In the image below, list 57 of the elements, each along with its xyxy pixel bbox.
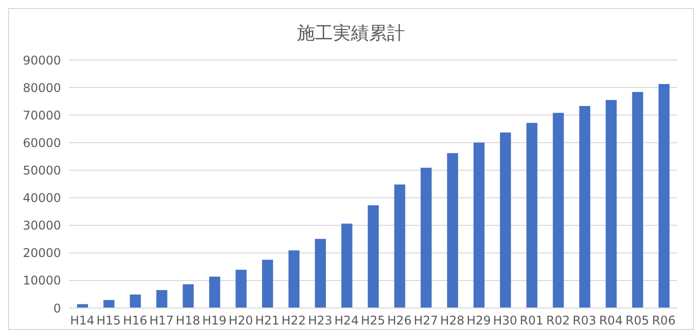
bar: [474, 142, 485, 308]
y-tick-label: 60000: [22, 136, 61, 150]
bar: [632, 92, 644, 308]
bar: [658, 84, 670, 308]
x-tick-label: R04: [599, 314, 623, 328]
x-tick-label: H19: [202, 314, 227, 328]
bar: [606, 100, 617, 308]
bar: [314, 238, 326, 308]
x-tick-label: H29: [466, 314, 491, 328]
x-tick-label: H22: [282, 314, 306, 328]
x-tick-label: R02: [546, 314, 570, 328]
x-tick-label: H21: [255, 314, 280, 328]
bar: [368, 205, 379, 308]
x-tick-label: H18: [176, 314, 200, 328]
bar: [420, 168, 432, 308]
y-tick-label: 20000: [22, 246, 61, 260]
x-tick-label: R01: [520, 314, 544, 328]
chart-title: 施工実績累計: [296, 22, 406, 46]
bar: [552, 112, 564, 308]
x-tick-label: H28: [440, 314, 464, 328]
y-tick-label: 50000: [22, 163, 61, 178]
x-tick-label: H23: [308, 314, 332, 328]
x-tick-label: H25: [360, 314, 386, 328]
x-tick-label: H15: [96, 314, 121, 328]
x-tick-label: H24: [334, 314, 359, 328]
x-tick-label: R03: [572, 314, 596, 328]
bar: [288, 250, 300, 308]
bar: [236, 270, 247, 308]
bar: [209, 276, 220, 308]
x-tick-label: R06: [652, 314, 676, 328]
y-tick-label: 30000: [22, 218, 61, 233]
x-tick-label: H17: [149, 314, 174, 328]
y-tick-label: 40000: [22, 191, 61, 206]
bar: [103, 300, 114, 308]
bar: [500, 132, 511, 308]
bar: [77, 304, 88, 308]
y-tick-label: 10000: [22, 274, 61, 288]
x-tick-label: R05: [626, 314, 650, 328]
y-tick-label: 90000: [22, 53, 61, 68]
y-tick-label: 0: [53, 301, 61, 316]
x-tick-label: H14: [70, 314, 94, 328]
bar: [156, 290, 168, 308]
x-tick-label: H26: [387, 314, 412, 328]
bar: [262, 260, 274, 308]
x-tick-label: H27: [414, 314, 438, 328]
bar: [341, 224, 352, 308]
bar: [394, 184, 406, 308]
bar: [182, 284, 194, 308]
y-tick-label: 70000: [22, 108, 61, 122]
bar: [447, 153, 458, 308]
bar: [579, 106, 590, 308]
bar: [526, 122, 538, 308]
bar: [130, 294, 141, 308]
y-tick-label: 80000: [22, 80, 61, 95]
x-tick-label: H20: [228, 314, 253, 328]
x-tick-label: H16: [122, 314, 148, 328]
x-tick-label: H30: [493, 314, 518, 328]
